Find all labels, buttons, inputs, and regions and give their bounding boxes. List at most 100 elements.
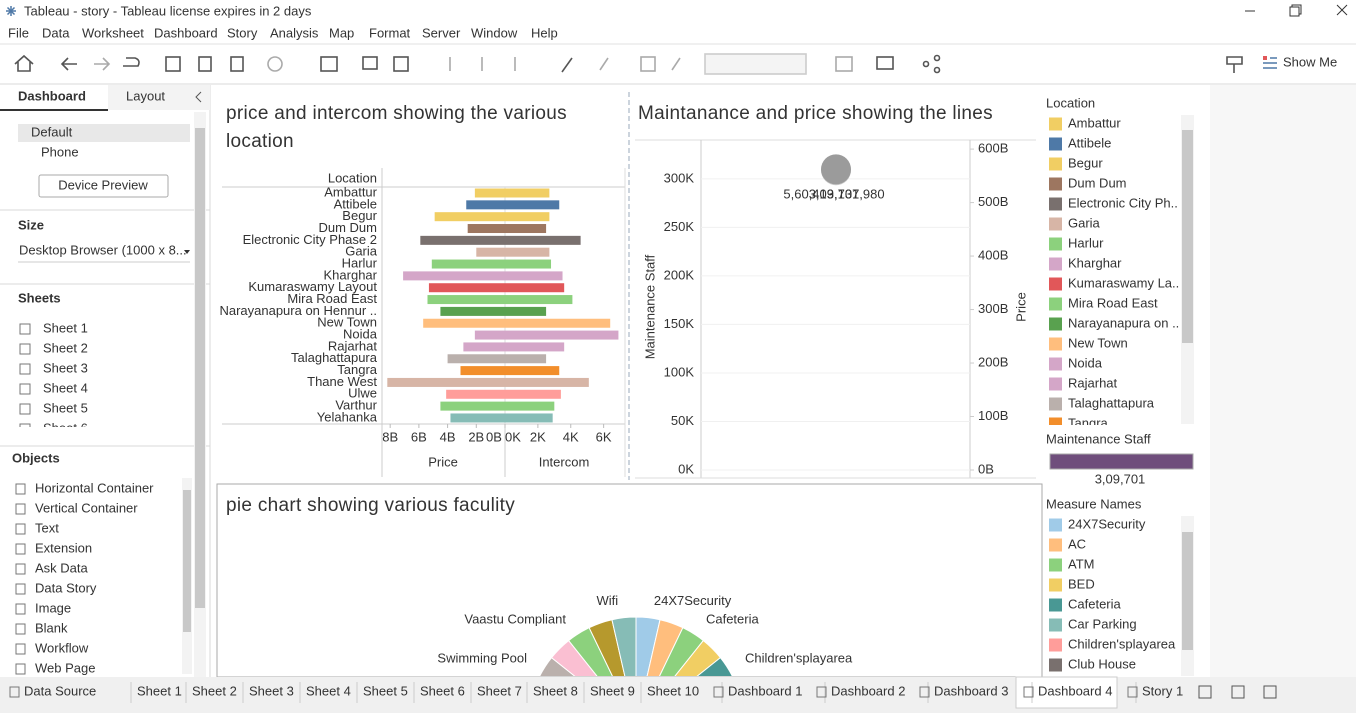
- toolbar-part[interactable]: [1226, 56, 1243, 73]
- new-tab-icon[interactable]: [1263, 685, 1277, 699]
- toolbar-part[interactable]: [704, 53, 807, 75]
- legend-label[interactable]: Tangra: [1068, 415, 1109, 430]
- object-item[interactable]: Extension: [35, 540, 92, 555]
- menu-item[interactable]: Help: [531, 25, 558, 40]
- legend-label[interactable]: Talaghattapura: [1068, 395, 1155, 410]
- collapse-icon[interactable]: [195, 91, 202, 103]
- legend-label[interactable]: Ambattur: [1068, 115, 1121, 130]
- legend-label[interactable]: ATM: [1068, 556, 1094, 571]
- legend-label[interactable]: Mira Road East: [1068, 295, 1158, 310]
- toolbar-part[interactable]: [671, 57, 681, 71]
- toolbar-part[interactable]: [123, 57, 140, 67]
- device-option[interactable]: Default: [31, 124, 73, 139]
- toolbar-part[interactable]: [599, 57, 609, 71]
- bottom-tab[interactable]: Sheet 3: [249, 683, 294, 698]
- bottom-tab[interactable]: Sheet 6: [420, 683, 465, 698]
- legend-label[interactable]: Car Parking: [1068, 616, 1137, 631]
- bottom-tab[interactable]: Sheet 4: [306, 683, 351, 698]
- dropdown-arrow[interactable]: [184, 250, 190, 254]
- bottom-tab[interactable]: Sheet 7: [477, 683, 522, 698]
- legend-label[interactable]: Noida: [1068, 355, 1103, 370]
- legend-label[interactable]: Kharghar: [1068, 255, 1122, 270]
- bottom-tab[interactable]: Dashboard 2: [831, 683, 905, 698]
- scrollbar-thumb[interactable]: [195, 128, 205, 608]
- window-controls[interactable]: [1245, 4, 1348, 17]
- bottom-tab[interactable]: Sheet 1: [137, 683, 182, 698]
- size-value[interactable]: Desktop Browser (1000 x 8...: [19, 242, 187, 257]
- legend-label[interactable]: Dum Dum: [1068, 175, 1127, 190]
- object-item[interactable]: Workflow: [35, 640, 89, 655]
- toolbar-part[interactable]: [640, 56, 656, 72]
- legend-label[interactable]: New Town: [1068, 335, 1128, 350]
- sheet-item[interactable]: Sheet 4: [43, 380, 88, 395]
- bottom-tab[interactable]: Story 1: [1142, 683, 1183, 698]
- legend-label[interactable]: Begur: [1068, 155, 1103, 170]
- toolbar-part[interactable]: [198, 56, 212, 72]
- sheet-item[interactable]: Sheet 6: [43, 420, 88, 435]
- device-option[interactable]: Phone: [41, 144, 79, 159]
- bottom-tab[interactable]: Sheet 5: [363, 683, 408, 698]
- object-item[interactable]: Web Page: [35, 660, 95, 675]
- toolbar-part[interactable]: [362, 56, 378, 70]
- legend-label[interactable]: 24X7Security: [1068, 516, 1146, 531]
- toolbar-part[interactable]: [922, 60, 930, 68]
- panel-tab[interactable]: Dashboard: [18, 88, 86, 103]
- legend-label[interactable]: Narayanapura on ..: [1068, 315, 1179, 330]
- object-item[interactable]: Blank: [35, 620, 68, 635]
- legend-label[interactable]: Harlur: [1068, 235, 1104, 250]
- menu-item[interactable]: Analysis: [270, 25, 319, 40]
- legend-label[interactable]: Kumaraswamy La..: [1068, 275, 1179, 290]
- new-tab-icon[interactable]: [1231, 685, 1245, 699]
- object-item[interactable]: Data Story: [35, 580, 97, 595]
- menu-item[interactable]: Format: [369, 25, 411, 40]
- legend-label[interactable]: AC: [1068, 536, 1086, 551]
- object-item[interactable]: Horizontal Container: [35, 480, 154, 495]
- scrollbar-thumb[interactable]: [1182, 532, 1193, 650]
- bottom-tab[interactable]: Sheet 8: [533, 683, 578, 698]
- toolbar-part[interactable]: [561, 57, 573, 73]
- menu-item[interactable]: Data: [42, 25, 70, 40]
- window-controls-part[interactable]: [1291, 4, 1302, 15]
- legend-label[interactable]: Garia: [1068, 215, 1101, 230]
- bottom-tab[interactable]: Dashboard 1: [728, 683, 802, 698]
- button-label[interactable]: Device Preview: [58, 177, 148, 192]
- bottom-tab[interactable]: Dashboard 3: [934, 683, 1008, 698]
- scrollbar-thumb[interactable]: [1182, 130, 1193, 343]
- legend-label[interactable]: Club House: [1068, 656, 1136, 671]
- bottom-tab[interactable]: Data Source: [24, 683, 96, 698]
- toolbar-part[interactable]: [14, 54, 34, 72]
- sheet-item[interactable]: Sheet 1: [43, 320, 88, 335]
- bottom-tab[interactable]: Sheet 2: [192, 683, 237, 698]
- sheet-item[interactable]: Sheet 2: [43, 340, 88, 355]
- toolbar-part[interactable]: [449, 57, 516, 71]
- scrollbar-thumb[interactable]: [183, 490, 191, 632]
- window-controls-part[interactable]: [1289, 6, 1300, 17]
- bottom-tab[interactable]: Dashboard 4: [1038, 683, 1112, 698]
- panel-tab[interactable]: Layout: [126, 88, 165, 103]
- menu-item[interactable]: Worksheet: [82, 25, 144, 40]
- menu-item[interactable]: Dashboard: [154, 25, 218, 40]
- toolbar-part[interactable]: [835, 56, 853, 72]
- legend-label[interactable]: Attibele: [1068, 135, 1111, 150]
- object-item[interactable]: Vertical Container: [35, 500, 138, 515]
- show-me-button[interactable]: Show Me: [1283, 54, 1337, 69]
- menu-item[interactable]: File: [8, 25, 29, 40]
- new-tab-icon[interactable]: [1198, 685, 1212, 699]
- toolbar-part[interactable]: [94, 57, 111, 71]
- menu-item[interactable]: Story: [227, 25, 258, 40]
- object-item[interactable]: Image: [35, 600, 71, 615]
- window-controls-part[interactable]: [1336, 4, 1348, 16]
- toolbar-part[interactable]: [1263, 56, 1267, 60]
- toolbar-part[interactable]: [393, 56, 409, 72]
- toolbar-part[interactable]: [933, 66, 941, 74]
- object-item[interactable]: Ask Data: [35, 560, 89, 575]
- toolbar-part[interactable]: [267, 56, 283, 72]
- legend-label[interactable]: BED: [1068, 576, 1095, 591]
- toolbar-part[interactable]: [230, 56, 244, 72]
- toolbar-part[interactable]: [320, 56, 338, 72]
- toolbar-part[interactable]: [165, 56, 181, 72]
- sheet-item[interactable]: Sheet 5: [43, 400, 88, 415]
- toolbar-part[interactable]: [60, 57, 77, 71]
- menu-item[interactable]: Map: [329, 25, 354, 40]
- toolbar[interactable]: [14, 53, 1277, 75]
